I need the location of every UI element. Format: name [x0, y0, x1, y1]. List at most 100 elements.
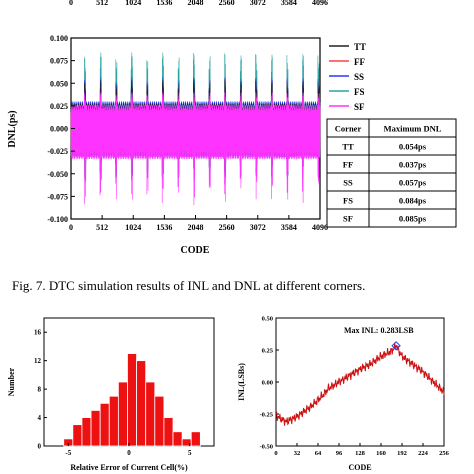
- histogram-bar: [108, 395, 119, 447]
- inl-x-tick-label: 96: [336, 450, 343, 457]
- table-header-cell: Corner: [335, 124, 362, 134]
- inl-x-tick-label: 160: [376, 450, 386, 457]
- dnl-x-ticks: 0 512 1024 1536 2048 2560 3072 3584 4096: [69, 215, 328, 232]
- figure-caption: Fig. 7. DTC simulation results of INL an…: [12, 278, 365, 293]
- dnl-x-tick-label: 2048: [188, 223, 204, 232]
- top-strip-tick-label: 2560: [219, 0, 235, 7]
- dnl-x-tick-label: 1536: [156, 223, 172, 232]
- inl-y-tick-label: 0.25: [262, 348, 274, 355]
- inl-x-tick-label: 64: [315, 450, 322, 457]
- dnl-y-tick-label: 0.100: [50, 34, 68, 43]
- top-strip-tick-label: 3072: [250, 0, 266, 7]
- inl-x-tick-label: 128: [355, 450, 366, 457]
- dnl-y-tick-label: 0.050: [50, 79, 68, 88]
- legend-label-tt: TT: [354, 42, 366, 52]
- dnl-y-tick-label: 0.000: [50, 125, 68, 134]
- dnl-y-axis-label: DNL(ps): [7, 110, 18, 147]
- histogram-x-tick-label: 5: [188, 449, 192, 457]
- inl-chart: 0.50 0.25 0.00 -0.25 -0.50 0 32 64 96 128 160 192 2…: [237, 316, 450, 473]
- histogram-bar: [99, 402, 110, 447]
- inl-peak-marker: [391, 341, 401, 351]
- histogram-bars: [63, 353, 201, 447]
- histogram-y-tick-label: 4: [38, 414, 42, 422]
- histogram-y-tick-label: 12: [34, 357, 42, 365]
- dnl-y-tick-label: -0.075: [47, 192, 68, 201]
- dnl-legend: TT FF SS FS SF: [329, 42, 366, 112]
- histogram-bar: [127, 353, 137, 447]
- table-value-cell: 0.085ps: [399, 214, 427, 224]
- dnl-x-tick-label: 3072: [250, 223, 266, 232]
- histogram-x-tick-label: -5: [65, 449, 71, 457]
- table-corner-cell: SF: [343, 214, 353, 224]
- inl-y-tick-label: -0.25: [259, 412, 273, 419]
- table-value-cell: 0.084ps: [399, 196, 427, 206]
- histogram-bar: [72, 424, 83, 447]
- dnl-chart: 0.100 0.075 0.050 0.025 0.000 -0.025 -0.050 -0.…: [7, 34, 457, 256]
- histogram-bar: [190, 431, 201, 447]
- histogram-bar: [90, 410, 101, 447]
- dnl-y-tick-label: 0.075: [50, 57, 68, 66]
- histogram-bar: [145, 381, 156, 447]
- dnl-y-tick-label: -0.050: [47, 170, 68, 179]
- table-corner-cell: SS: [343, 178, 353, 188]
- legend-label-ss: SS: [354, 72, 364, 82]
- table-value-cell: 0.057ps: [399, 178, 427, 188]
- histogram-x-tick-label: 0: [127, 449, 131, 457]
- dnl-x-tick-label: 0: [69, 223, 73, 232]
- inl-x-tick-label: 192: [397, 450, 407, 457]
- inl-x-tick-label: 256: [439, 450, 450, 457]
- inl-plot-frame: [275, 317, 445, 447]
- histogram-y-ticks: 0 4 8 12 16: [34, 329, 47, 451]
- histogram-y-tick-label: 8: [38, 386, 42, 394]
- top-strip-tick-label: 512: [96, 0, 108, 7]
- inl-y-tick-label: 0.00: [262, 380, 273, 387]
- inl-y-tick-label: -0.50: [259, 444, 273, 451]
- dnl-y-tick-label: 0.025: [50, 102, 68, 111]
- histogram-x-axis-label: Relative Error of Current Cell(%): [70, 463, 188, 472]
- histogram-bar: [163, 417, 174, 447]
- top-strip-tick-label: 2048: [188, 0, 204, 7]
- dnl-x-tick-label: 4096: [312, 223, 328, 232]
- inl-y-tick-label: 0.50: [262, 316, 273, 323]
- inl-x-axis-label: CODE: [348, 463, 371, 472]
- dnl-x-tick-label: 512: [96, 223, 108, 232]
- top-strip-tick-label: 3584: [281, 0, 297, 7]
- inl-y-axis-label: INL(LSBs): [237, 363, 246, 401]
- histogram-bar: [117, 381, 128, 447]
- dnl-waveforms: [70, 52, 321, 206]
- histogram-bar: [136, 360, 147, 447]
- top-strip-tick-label: 0: [69, 0, 73, 7]
- inl-x-ticks: 0 32 64 96 128 160 192 224 256: [274, 443, 450, 457]
- histogram-chart: 0 4 8 12 16 -5 0 5 Number Relative Error of Cu…: [7, 317, 215, 472]
- table-value-cell: 0.054ps: [399, 142, 427, 152]
- histogram-y-tick-label: 16: [34, 329, 42, 337]
- histogram-bar: [172, 431, 183, 447]
- dnl-series-sf: [70, 92, 321, 206]
- histogram-y-tick-label: 0: [38, 443, 42, 451]
- inl-series-line: [275, 342, 445, 426]
- legend-label-sf: SF: [354, 102, 365, 112]
- histogram-bar: [81, 417, 92, 447]
- histogram-y-axis-label: Number: [7, 367, 16, 396]
- table-value-cell: 0.037ps: [399, 160, 427, 170]
- legend-label-fs: FS: [354, 87, 365, 97]
- dnl-x-tick-label: 3584: [281, 223, 297, 232]
- dnl-y-ticks: 0.100 0.075 0.050 0.025 0.000 -0.025 -0.050 -0.…: [47, 34, 75, 224]
- legend-label-ff: FF: [354, 57, 365, 67]
- histogram-bar: [154, 395, 165, 447]
- inl-x-tick-label: 224: [418, 450, 429, 457]
- table-header-cell: Maximum DNL: [384, 124, 442, 134]
- dnl-x-axis-label: CODE: [181, 245, 210, 256]
- table-corner-cell: FS: [343, 196, 353, 206]
- dnl-y-tick-label: -0.025: [47, 147, 68, 156]
- dnl-x-tick-label: 2560: [219, 223, 235, 232]
- top-axis-strip: 0 512 1024 1536 2048 2560 3072 3584 4096: [69, 0, 328, 7]
- table-corner-cell: FF: [343, 160, 353, 170]
- top-strip-tick-label: 1024: [125, 0, 141, 7]
- inl-x-tick-label: 32: [294, 450, 301, 457]
- inl-x-tick-label: 0: [274, 450, 277, 457]
- dnl-x-tick-label: 1024: [125, 223, 141, 232]
- histogram-x-ticks: -5 0 5: [65, 443, 192, 457]
- top-strip-tick-label: 1536: [156, 0, 172, 7]
